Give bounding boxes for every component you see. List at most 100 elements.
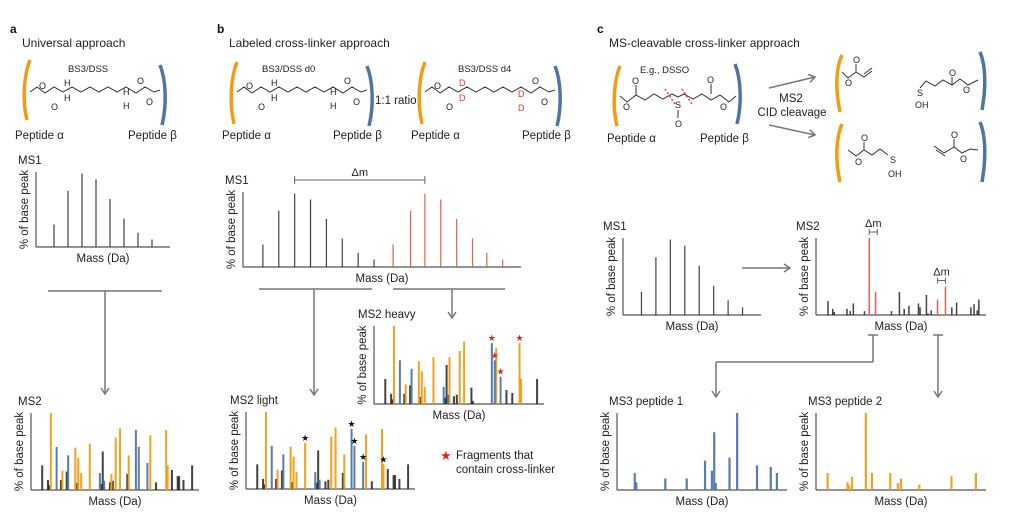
spectrum-peak-fragments [846, 308, 848, 315]
spectrum-peak-fragments [898, 291, 901, 315]
spectrum-peak-other [444, 397, 447, 404]
spectrum-peak-peptide-alpha [110, 473, 113, 490]
spectrum-peak-peptide-beta [410, 368, 413, 404]
chart-a-ms2: MS2 Mass (Da) % of base peak [14, 396, 199, 508]
spectrum-peak-peptide-beta [713, 432, 716, 490]
carbonyl-oxygen: O [632, 76, 639, 86]
spectrum-peak-peptide-beta [353, 445, 356, 489]
spectrum-peak-other [370, 481, 373, 489]
spectrum-peak-precursor [640, 291, 643, 315]
spectrum-peak-other [170, 469, 173, 490]
oxygen-atom: O [541, 97, 548, 107]
spectrum-peak-other [407, 464, 410, 489]
star-icon: ★ [347, 419, 355, 429]
spectrum-peak-other [275, 478, 278, 489]
spectrum-peak-peptide-alpha [61, 470, 64, 490]
spectrum-peak-light [137, 232, 139, 247]
peptide-beta-strand [553, 65, 562, 127]
spectrum-peak-peptide-alpha [382, 464, 385, 489]
sulfur-atom: S [890, 155, 896, 165]
spectrum-peak-peptide-alpha [77, 457, 80, 490]
hydrogen-atom: H [271, 78, 278, 88]
spectrum-peak-peptide-alpha [850, 476, 854, 490]
spectrum-peak-peptide-alpha [276, 469, 279, 489]
spectrum-peak-peptide-alpha [463, 341, 466, 404]
hydrogen-atom: H [64, 78, 71, 88]
spectrum-peak-peptide-beta [769, 466, 772, 490]
y-axis-label: % of base peak [600, 412, 612, 492]
spectrum-peak-fragments [849, 311, 851, 315]
spectrum-peak-peptide-alpha [330, 436, 333, 489]
spectrum-peak-other [48, 485, 51, 490]
spectrum-peak-other [291, 482, 294, 489]
spectrum-peak-other [390, 393, 393, 404]
spectrum-peak-fragments [927, 313, 929, 315]
hydrogen-atom: H [123, 101, 130, 111]
spectrum-peak-peptide-beta [775, 473, 778, 490]
spectrum-peak-other [392, 475, 395, 489]
spectrum-peak-other [191, 465, 194, 490]
chart-title: MS1 [18, 155, 42, 167]
oxygen-atom: O [960, 154, 967, 164]
linker-d0-label: BS3/DSS d0 [262, 64, 315, 75]
spectrum-peak-fragments [919, 307, 921, 315]
deuterium-atom: D [518, 103, 525, 113]
peptide-alpha-strand [835, 54, 844, 113]
oxygen-atom: O [720, 102, 727, 112]
spectrum-peak-peptide-beta [398, 360, 401, 404]
carbonyl-oxygen: O [137, 76, 144, 86]
spectrum-peak-peptide-alpha [518, 343, 521, 404]
spectrum-peak-other [111, 480, 114, 490]
spectrum-peak-other [324, 481, 327, 489]
spectrum-peak-fragments [917, 303, 920, 315]
spectrum-peak-fragments [925, 294, 928, 315]
spectrum-peak-peptide-beta [270, 445, 273, 489]
spectrum-peak-peptide-alpha [80, 473, 83, 490]
spectrum-peak-signature [944, 286, 947, 315]
spectrum-peak-other [452, 396, 455, 404]
spectrum-peak-peptide-alpha [847, 485, 851, 490]
x-axis-label: Mass (Da) [665, 321, 718, 333]
spectrum-peak-precursor [713, 285, 715, 315]
spectrum-peak-other [409, 385, 412, 404]
spectrum-peak-other [178, 476, 181, 490]
deuterium-atom: D [459, 78, 466, 88]
chart-title: MS1 [225, 175, 249, 187]
spectrum-peak-fragments [903, 308, 905, 315]
spectrum-peak-other [470, 387, 473, 404]
spectrum-peak-other [155, 482, 158, 490]
carbonyl-oxygen: O [853, 55, 860, 65]
hydrogen-atom: H [330, 87, 337, 97]
spectrum-peak-precursor [741, 307, 744, 315]
spectrum-peak-peptide-alpha [343, 454, 346, 489]
y-axis-label: % of base peak [19, 170, 31, 250]
spectrum-peak-other [398, 478, 401, 489]
spectrum-peak-peptide-alpha [114, 437, 117, 490]
spectrum-peak-fragments [890, 311, 893, 315]
hydroxyl-group: OH [915, 100, 929, 110]
oxygen-atom: O [623, 102, 630, 112]
cleavage-arrow-down [768, 124, 817, 139]
red-star-icon: ★ [516, 333, 524, 343]
spectrum-peak-d4 [456, 219, 458, 267]
spectrum-peak-peptide-beta [55, 446, 58, 490]
linker-label: E.g., DSSO [640, 65, 689, 76]
spectrum-peak-other [341, 472, 344, 489]
spectrum-peak-other [108, 482, 111, 490]
spectrum-peak-other [182, 479, 185, 490]
spectrum-peak-peptide-alpha [166, 465, 169, 490]
spectrum-peak-other [386, 468, 389, 489]
spectrum-peak-precursor [684, 245, 686, 315]
spectrum-peak-peptide-beta [282, 454, 285, 489]
spectrum-peak-peptide-beta [442, 386, 445, 404]
spectrum-peak-other [256, 464, 259, 489]
linker-chain [236, 86, 368, 94]
panel-c-dsso-structure: E.g., DSSO O O S O O O Peptide α Peptide… [607, 63, 749, 145]
chart-c-ms1: MS1 Mass (Da) % of base peak [603, 221, 761, 333]
spectrum-peak-d0 [278, 210, 280, 267]
spectrum-peak-peptide-alpha [826, 473, 829, 490]
hydrogen-atom: H [330, 101, 337, 111]
spectrum-peak-other [46, 479, 49, 490]
spectrum-peak-peptide-alpha [846, 482, 849, 490]
spectrum-peak-other [315, 482, 318, 489]
